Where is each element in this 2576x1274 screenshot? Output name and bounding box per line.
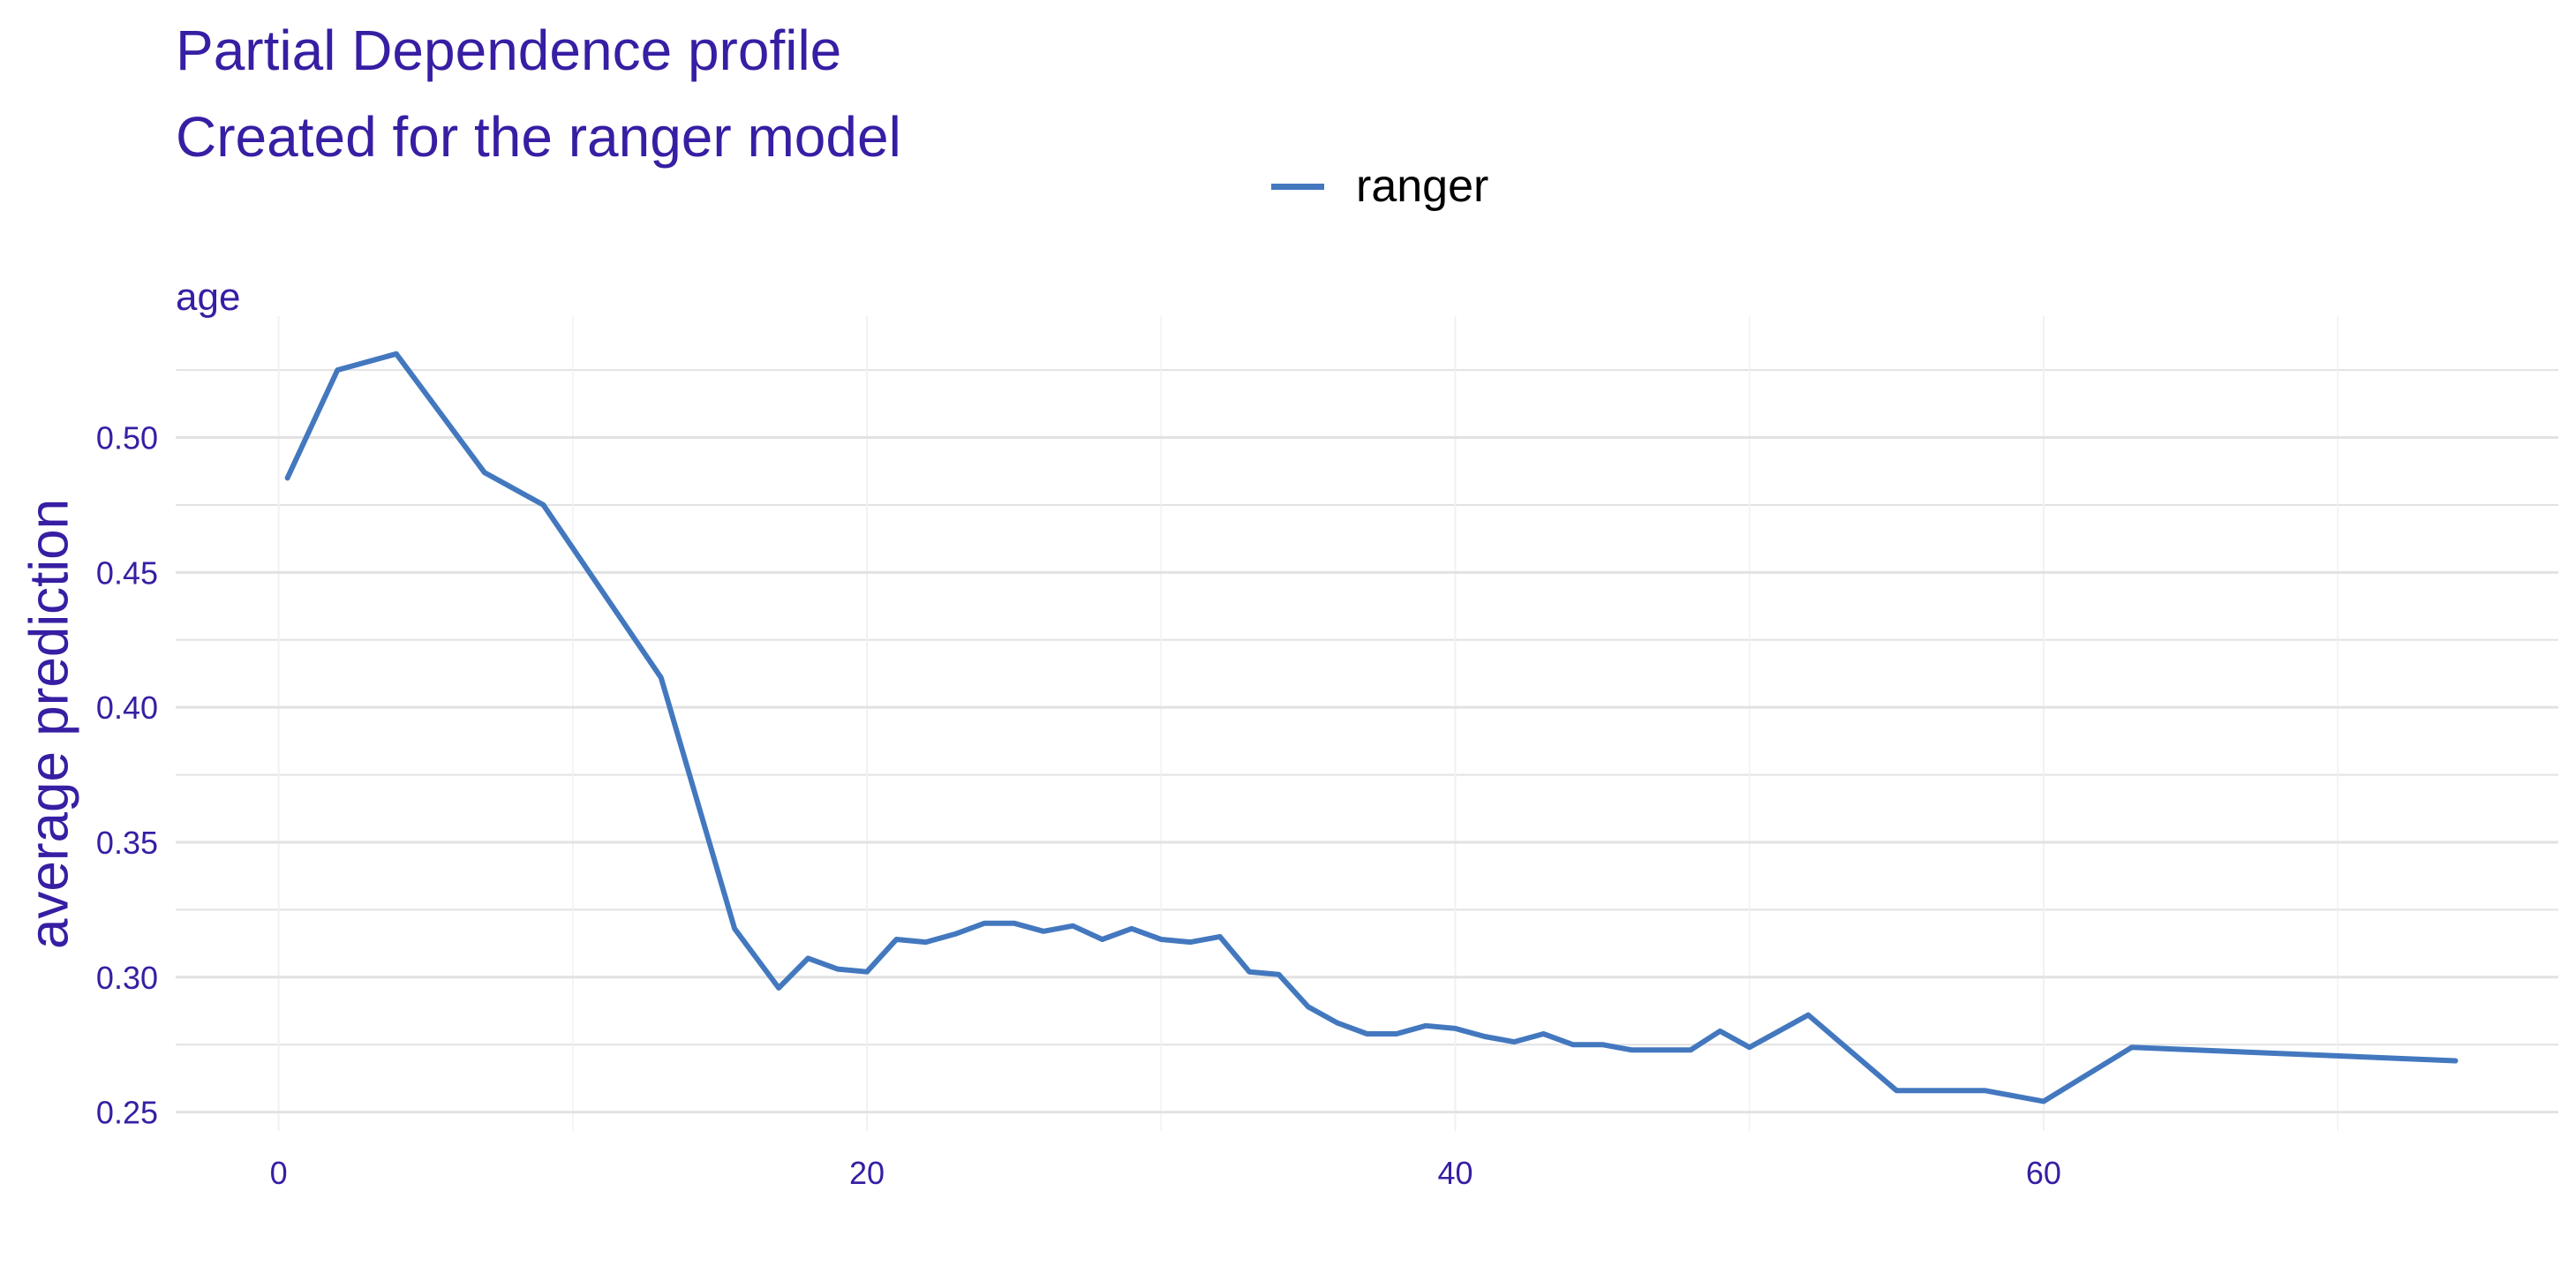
y-tick-label: 0.45 bbox=[96, 554, 158, 591]
panel-label: age bbox=[176, 275, 241, 319]
y-tick-label: 0.40 bbox=[96, 690, 158, 726]
chart-subtitle: Created for the ranger model bbox=[176, 105, 901, 169]
legend: ranger bbox=[1271, 155, 1488, 217]
x-tick-label: 0 bbox=[270, 1155, 288, 1191]
legend-line-swatch bbox=[1271, 183, 1324, 190]
x-tick-label: 40 bbox=[1437, 1155, 1473, 1191]
y-tick-label: 0.35 bbox=[96, 825, 158, 861]
legend-label: ranger bbox=[1356, 161, 1489, 212]
x-tick-label: 60 bbox=[2026, 1155, 2061, 1191]
y-tick-label: 0.50 bbox=[96, 420, 158, 456]
x-tick-label: 20 bbox=[849, 1155, 885, 1191]
y-tick-label: 0.25 bbox=[96, 1095, 158, 1131]
y-tick-label: 0.30 bbox=[96, 960, 158, 996]
series-line-ranger bbox=[284, 351, 2459, 1104]
chart-title: Partial Dependence profile bbox=[176, 19, 842, 82]
